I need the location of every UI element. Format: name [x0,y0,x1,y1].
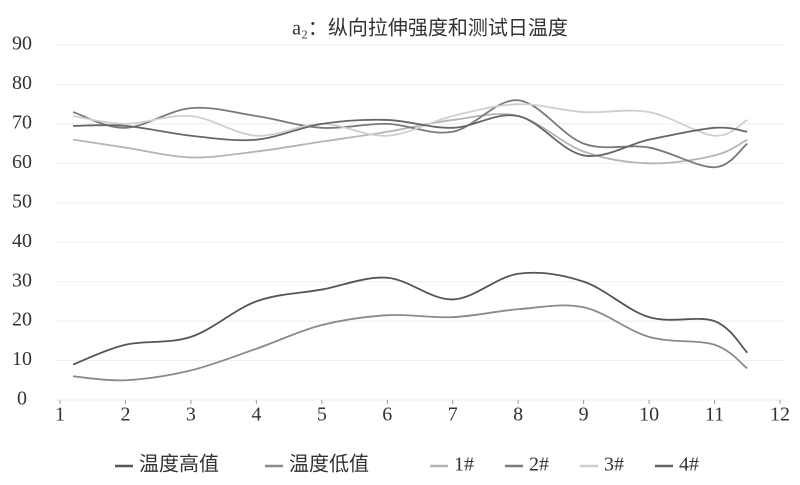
y-tick-label: 80 [12,72,32,94]
x-tick-label: 4 [251,404,261,426]
y-tick-label: 10 [12,348,32,370]
x-tick-label: 10 [639,404,659,426]
y-tick-label: 30 [12,269,32,291]
series-line [72,99,748,169]
y-tick-label: 40 [12,230,32,252]
x-tick-label: 1 [55,404,65,426]
x-tick-label: 2 [120,404,130,426]
y-tick-label: 70 [12,111,32,133]
series-line [73,114,748,157]
legend-label: 1# [454,454,474,476]
series-line [73,304,748,382]
legend-label: 3# [604,454,624,476]
legend-label: 4# [679,454,699,476]
series-line [72,271,748,366]
x-tick-label: 6 [382,404,392,426]
y-tick-label: 90 [12,33,32,55]
series-line [72,103,748,137]
chart-title: a₂：纵向拉伸强度和测试日温度 [292,17,568,40]
y-tick-label: 60 [12,151,32,173]
legend-label: 温度低值 [289,453,369,476]
legend-label: 2# [529,454,549,476]
y-tick-label: 0 [17,388,27,410]
y-tick-label: 20 [12,309,32,331]
x-tick-label: 7 [448,404,458,426]
legend-label: 温度高值 [139,453,219,476]
y-tick-label: 50 [12,190,32,212]
x-tick-label: 5 [317,404,327,426]
series-line [72,113,748,165]
x-tick-label: 12 [770,404,790,426]
x-tick-label: 9 [579,404,589,426]
x-tick-label: 11 [705,404,724,426]
x-tick-label: 8 [513,404,523,426]
x-tick-label: 3 [186,404,196,426]
